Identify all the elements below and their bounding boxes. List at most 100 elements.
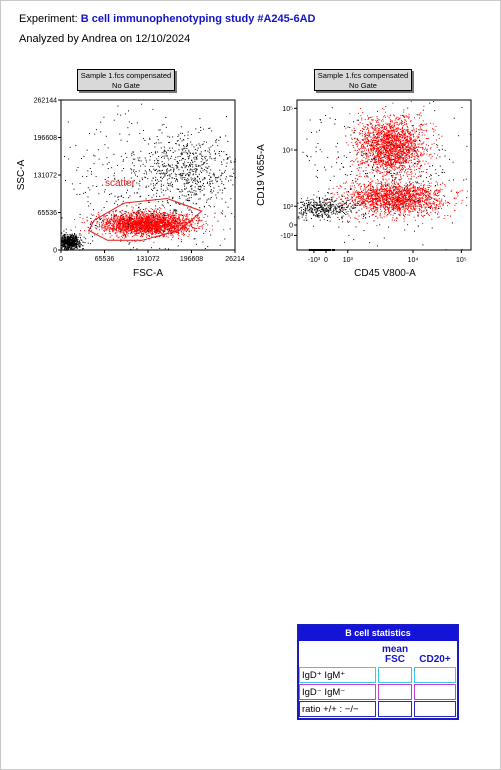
plot1-point xyxy=(205,220,207,222)
plot1-point xyxy=(135,220,137,222)
plot1-point xyxy=(167,227,169,229)
plot2-point xyxy=(410,120,412,122)
plot1-point xyxy=(189,225,191,227)
plot1-point xyxy=(104,222,106,224)
plot1-point xyxy=(153,214,155,216)
plot1-point xyxy=(69,237,71,239)
plot1-point xyxy=(70,248,72,250)
plot2-title-box[interactable]: Sample 1.fcs compensated No Gate xyxy=(314,69,412,91)
plot1-point xyxy=(136,230,138,232)
experiment-name: B cell immunophenotyping study #A245-6AD xyxy=(80,13,316,25)
plot2-point xyxy=(382,126,383,128)
plot1-point xyxy=(125,225,127,227)
plot1-point xyxy=(120,216,122,218)
plot2-point xyxy=(395,141,397,143)
plot1-point xyxy=(79,245,81,247)
plot1-point xyxy=(172,229,174,231)
plot1-point xyxy=(174,214,176,216)
plot1-point xyxy=(157,231,159,233)
plot1-point xyxy=(159,210,161,212)
plot1-point xyxy=(142,233,144,235)
plot2-point xyxy=(389,130,391,132)
plot1-point xyxy=(92,240,94,242)
fsc-ssc-scatter-plot[interactable]: scatter 00655366553613107213107219660819… xyxy=(0,0,501,300)
plot1-point xyxy=(172,215,174,217)
plot1-point xyxy=(177,220,179,222)
plot1-point xyxy=(156,230,158,232)
plot1-point xyxy=(180,221,181,222)
plot1-point xyxy=(147,229,149,231)
plot1-point xyxy=(66,237,68,239)
plot1-point xyxy=(135,223,137,225)
plot1-point xyxy=(127,221,129,223)
plot1-point xyxy=(147,233,149,234)
plot1-point xyxy=(182,214,184,216)
plot1-point xyxy=(129,221,131,223)
plot1-point xyxy=(181,222,183,224)
plot1-point xyxy=(175,225,176,227)
plot1-point xyxy=(209,230,210,232)
plot2-point xyxy=(422,160,424,162)
plot1-point xyxy=(112,228,114,230)
plot1-point xyxy=(76,236,78,238)
plot1-point xyxy=(212,229,214,231)
plot1-point xyxy=(177,222,179,224)
plot1-point xyxy=(101,223,103,225)
plot2-point xyxy=(386,126,388,128)
plot1-point xyxy=(122,226,124,227)
plot1-point xyxy=(103,214,105,216)
plot1-point xyxy=(174,223,176,225)
plot1-point xyxy=(131,215,133,217)
plot1-point xyxy=(164,213,166,214)
plot2-point xyxy=(414,169,416,171)
plot1-point xyxy=(81,239,83,241)
plot1-point xyxy=(143,214,144,216)
plot1-point xyxy=(161,232,163,234)
plot2-point xyxy=(371,119,373,121)
plot1-point xyxy=(79,243,81,245)
plot1-point xyxy=(177,222,179,224)
plot1-point xyxy=(153,210,154,212)
plot1-point xyxy=(157,213,159,215)
plot1-point xyxy=(122,223,124,225)
plot1-point xyxy=(73,244,75,246)
plot1-point xyxy=(74,236,76,238)
plot1-point xyxy=(177,231,179,233)
plot1-point xyxy=(176,220,178,222)
plot1-point xyxy=(123,237,125,239)
plot1-point xyxy=(69,242,71,244)
plot1-point xyxy=(165,218,167,220)
plot1-point xyxy=(163,225,165,227)
plot1-point xyxy=(94,234,96,236)
plot2-point xyxy=(371,161,373,162)
plot1-point xyxy=(61,244,63,246)
plot2-point xyxy=(400,131,402,133)
plot1-point xyxy=(152,230,154,232)
plot1-point xyxy=(112,225,114,227)
plot1-point xyxy=(164,217,166,219)
plot1-title-line2: No Gate xyxy=(112,81,140,90)
plot1-point xyxy=(117,225,119,227)
plot1-point xyxy=(137,215,139,217)
plot1-title-box[interactable]: Sample 1.fcs compensated No Gate xyxy=(77,69,175,91)
plot1-point xyxy=(154,232,156,233)
plot1-point xyxy=(145,214,147,216)
plot2-point xyxy=(413,166,415,168)
plot1-point xyxy=(137,230,138,232)
plot2-point xyxy=(399,117,401,119)
plot1-point xyxy=(70,241,72,243)
plot1-point xyxy=(140,229,142,231)
plot1-point xyxy=(148,218,150,220)
plot1-point xyxy=(127,223,129,224)
plot2-point xyxy=(404,119,406,121)
plot1-point xyxy=(75,246,77,248)
plot1-point xyxy=(139,215,141,217)
plot1-point xyxy=(142,227,144,229)
plot1-point xyxy=(149,224,151,226)
plot2-point xyxy=(386,163,388,165)
plot1-point xyxy=(138,224,140,226)
plot1-point xyxy=(171,234,173,236)
plot2-point xyxy=(412,145,414,147)
plot1-point xyxy=(68,244,70,246)
